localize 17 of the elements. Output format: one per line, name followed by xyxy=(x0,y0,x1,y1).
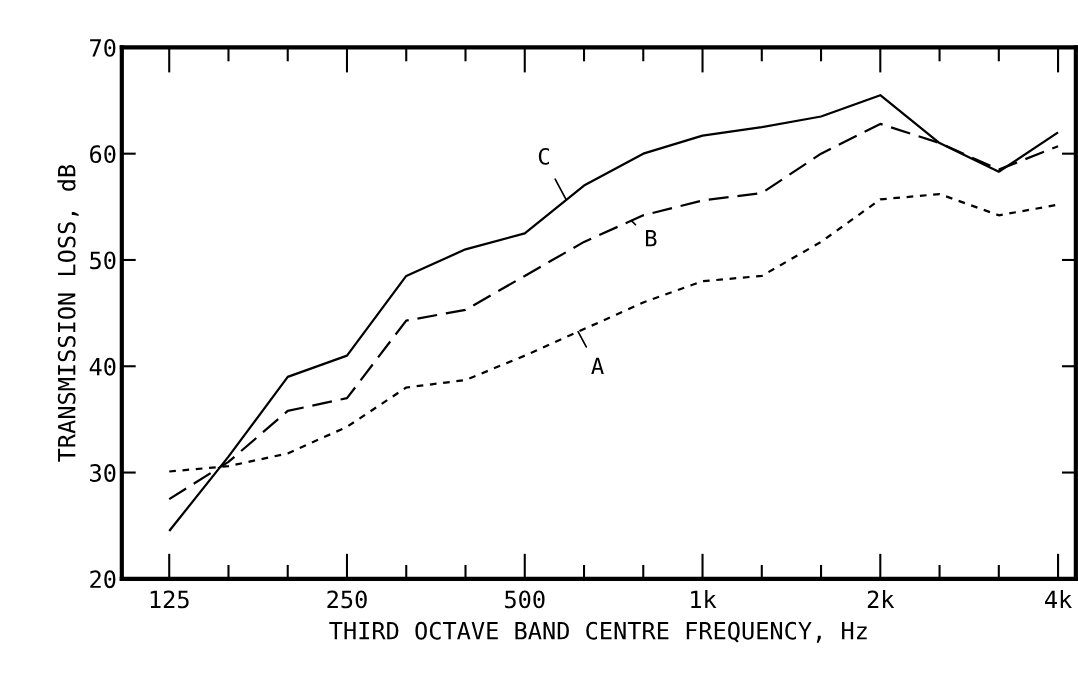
x-tick-label: 4k xyxy=(1045,590,1072,609)
x-tick-label: 2k xyxy=(867,590,895,609)
y-tick-label: 40 xyxy=(89,357,116,376)
x-axis-title: THIRD OCTAVE BAND CENTRE FREQUENCY, Hz xyxy=(329,621,867,643)
annotation: A xyxy=(591,357,604,375)
y-tick-label: 50 xyxy=(90,251,116,270)
x-tick-label: 500 xyxy=(505,590,545,609)
y-tick-label: 30 xyxy=(90,464,116,482)
x-tick-label: 125 xyxy=(150,590,189,609)
annotation: B xyxy=(645,230,657,247)
y-tick-label: 70 xyxy=(90,38,116,57)
annotation: C xyxy=(538,147,549,165)
x-tick-label: 1k xyxy=(691,590,717,609)
y-tick-label: 60 xyxy=(90,145,116,164)
x-tick-label: 250 xyxy=(327,590,367,609)
y-axis-title: TRANSMISSION LOSS, dB xyxy=(57,164,79,462)
y-tick-label: 20 xyxy=(90,570,116,589)
